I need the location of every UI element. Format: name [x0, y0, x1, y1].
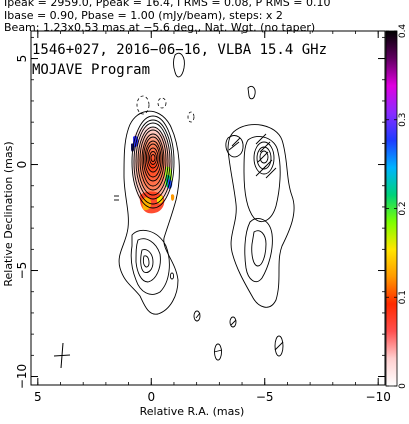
core-contour: [147, 147, 159, 169]
evpa-vector: [265, 167, 277, 179]
contour-small-blob: [229, 316, 237, 328]
y-tick-label: 5: [15, 55, 29, 63]
evpa-vector: [255, 133, 267, 145]
contour-jet-knot-inner: [142, 255, 150, 268]
core-contour: [150, 154, 156, 162]
axes-layer: 5 0 −5 −10 5 0 −5 −10: [15, 30, 391, 404]
colorbar-tick-label: 0.4: [398, 24, 408, 39]
y-tick-label: −5: [15, 262, 29, 280]
plot-frame: [30, 30, 386, 386]
evpa-vector: [255, 165, 267, 177]
core-contour: [135, 122, 171, 200]
colorbar-ticks: 0 0.1 0.2 0.3 0.4: [386, 24, 408, 389]
core-contour: [149, 151, 157, 165]
x-tick-label: −10: [366, 390, 391, 404]
contour-north-blob: [173, 52, 185, 78]
beam-shape-icon: [53, 342, 71, 369]
contour-right-inner: [243, 136, 281, 222]
core-contour: [144, 140, 162, 178]
contour-tiny-marks: [114, 195, 119, 201]
x-tick-label: −5: [256, 390, 274, 404]
pol-patch-small-right: [171, 194, 175, 201]
colorbar-tick-label: 0.1: [398, 290, 408, 304]
negative-contour: [136, 95, 150, 115]
source-annotation: 1546+027, 2016−06−16, VLBA 15.4 GHz: [32, 42, 327, 58]
header-line-peak: Ipeak = 2959.0, Ppeak = 16.4, I RMS = 0.…: [4, 0, 331, 9]
contour-outer-core: [118, 110, 180, 315]
evpa-vector: [231, 137, 241, 147]
y-tick-label: −10: [15, 364, 29, 389]
colorbar-tick-label: 0: [398, 383, 408, 389]
colorbar-tick-label: 0.3: [398, 113, 408, 127]
x-tick-label: 0: [147, 390, 155, 404]
contour-small-blob: [169, 272, 175, 280]
header-line-base: Ibase = 0.90, Pbase = 1.00 (mJy/beam), s…: [4, 9, 283, 22]
core-contour: [139, 129, 167, 191]
contour-small-blob: [193, 310, 201, 322]
evpa-vector: [274, 341, 284, 351]
core-contour: [131, 115, 175, 209]
contour-right-north: [247, 85, 256, 100]
contour-lower-jet: [130, 229, 170, 295]
contour-layer: [118, 52, 295, 361]
x-axis-title: Relative R.A. (mas): [140, 405, 245, 418]
contour-right-tail-inner: [251, 230, 267, 267]
contour-right-core-inner: [256, 146, 272, 170]
contour-left-blob: [225, 135, 244, 158]
core-contour-stack: [131, 115, 175, 209]
contour-jet-inner: [135, 238, 161, 283]
evpa-vector: [228, 141, 240, 151]
contour-right-core-peak: [259, 150, 269, 164]
core-contour: [141, 133, 165, 187]
x-tick-label: 5: [34, 390, 42, 404]
evpa-vector: [230, 319, 237, 326]
evpa-vector-layer: [195, 133, 284, 353]
evpa-vector: [213, 349, 223, 353]
core-contour: [146, 143, 160, 173]
beam-minor-axis: [53, 354, 71, 357]
contour-right-component: [227, 124, 295, 308]
evpa-vector: [195, 312, 201, 319]
core-contour: [137, 126, 169, 196]
negative-contour-layer: [136, 95, 195, 123]
contour-small-blob: [274, 335, 284, 357]
negative-contour: [187, 111, 195, 123]
core-contour: [143, 136, 163, 182]
colorbar: 0 0.1 0.2 0.3 0.4: [385, 24, 408, 389]
colorbar-tick-label: 0.2: [398, 201, 408, 215]
core-contour: [133, 119, 173, 205]
contour-right-tail: [244, 218, 273, 282]
contour-jet-knot: [140, 249, 154, 273]
evpa-vector: [257, 151, 269, 163]
negative-contour: [157, 97, 167, 109]
y-tick-label: 0: [15, 161, 29, 169]
evpa-vector: [259, 141, 271, 153]
program-annotation: MOJAVE Program: [32, 62, 150, 78]
contour-right-core: [253, 141, 275, 175]
y-axis-title: Relative Declination (mas): [2, 141, 15, 286]
